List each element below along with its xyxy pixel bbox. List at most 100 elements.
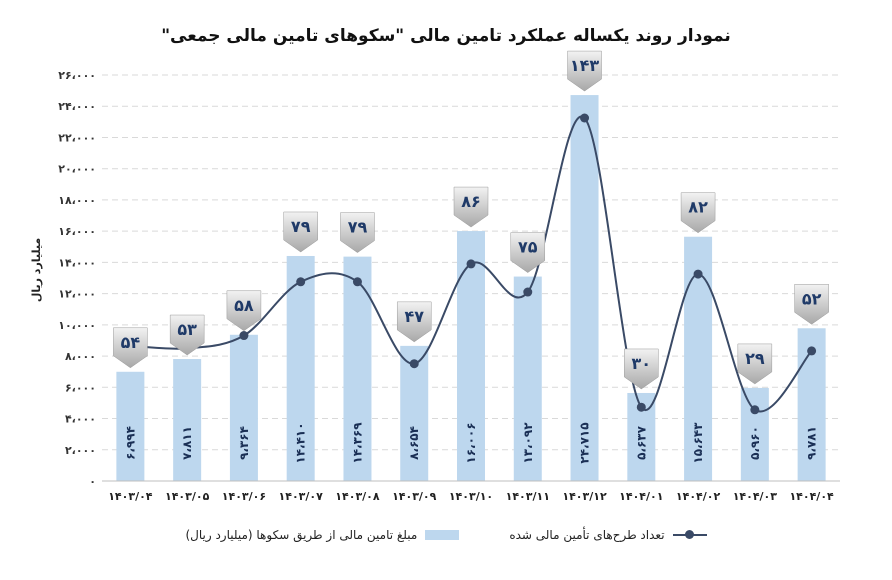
count-point [523, 287, 533, 297]
count-point [750, 405, 760, 415]
count-point [636, 402, 646, 412]
count-markers: ۵۴ ۵۳ ۵۸ ۷۹ ۷۹ ۴۷ ۸۶ ۷۵ ۱۴۳ ۳۰ ۸۲ ۲۹ ۵۲ [113, 50, 829, 390]
bar-value-label: ۹،۳۶۴ [237, 426, 251, 460]
x-tick-label: ۱۴۰۴/۰۲ [676, 490, 721, 503]
y-tick-label: ۲۶،۰۰۰ [58, 69, 96, 82]
x-tick-label: ۱۴۰۳/۰۸ [335, 490, 380, 503]
gridlines [102, 74, 840, 451]
x-tick-label: ۱۴۰۴/۰۱ [619, 490, 663, 503]
count-callout [283, 211, 318, 253]
legend-label-count: تعداد طرح‌های تأمین مالی شده [509, 528, 665, 542]
legend-line-swatch [672, 530, 707, 539]
count-point [296, 277, 306, 287]
y-tick-label: ۱۲،۰۰۰ [58, 288, 96, 301]
count-point [466, 259, 476, 269]
bar-value-label: ۱۳،۰۹۲ [521, 422, 535, 464]
count-callout [169, 314, 205, 356]
bar-value-label: ۶،۹۹۴ [123, 426, 137, 460]
count-point [352, 277, 362, 287]
y-tick-label: ۲۰،۰۰۰ [58, 163, 96, 176]
count-value-label: ۴۷ [404, 307, 424, 326]
count-value-label: ۱۴۳ [570, 56, 600, 75]
count-value-label: ۸۶ [461, 192, 481, 211]
count-callout [113, 327, 148, 369]
count-value-label: ۷۹ [291, 217, 311, 236]
bar-value-label: ۵،۹۶۰ [748, 426, 762, 460]
y-tick-label: ۸،۰۰۰ [65, 350, 96, 363]
x-tick-label: ۱۴۰۳/۱۱ [506, 490, 550, 503]
x-tick-label: ۱۴۰۳/۰۴ [108, 490, 153, 503]
count-value-label: ۷۵ [518, 238, 538, 257]
bar [116, 371, 145, 481]
count-value-label: ۵۲ [802, 289, 822, 308]
count-point [580, 113, 590, 123]
count-value-label: ۵۳ [177, 320, 197, 339]
y-tick-label: ۰ [89, 475, 96, 488]
bar-value-label: ۹،۷۸۱ [805, 426, 819, 460]
legend-item-count: تعداد طرح‌های تأمین مالی شده [509, 528, 707, 542]
bar-value-label: ۸،۶۵۴ [407, 426, 421, 460]
count-value-label: ۷۹ [348, 218, 368, 237]
x-tick-label: ۱۴۰۳/۰۹ [392, 490, 437, 503]
bar [173, 359, 202, 481]
x-tick-label: ۱۴۰۳/۰۷ [279, 490, 324, 503]
bar-value-label: ۷،۸۱۱ [180, 426, 194, 460]
count-callout [226, 290, 262, 332]
x-tick-label: ۱۴۰۴/۰۴ [789, 490, 834, 503]
bar-value-label: ۲۴،۷۱۵ [578, 422, 592, 463]
x-tick-label: ۱۴۰۴/۰۳ [733, 490, 778, 503]
y-tick-label: ۱۴،۰۰۰ [58, 256, 96, 269]
count-callout [567, 50, 602, 92]
bar-value-label: ۱۶،۰۰۶ [464, 422, 478, 463]
y-tick-label: ۱۸،۰۰۰ [58, 194, 96, 207]
legend: تعداد طرح‌های تأمین مالی شده مبلغ تامین … [0, 528, 892, 542]
count-callout [510, 232, 546, 273]
count-point [693, 269, 703, 279]
count-point [409, 359, 419, 369]
count-callout [340, 212, 375, 253]
legend-label-amount: مبلغ تامین مالی از طریق سکوها (میلیارد ر… [185, 528, 418, 542]
bar-series: ۶،۹۹۴ ۷،۸۱۱ ۹،۳۶۴ ۱۴،۴۱۰ ۱۴،۳۶۹ ۸،۶۵۴ ۱۶،۰۰۶ ۱۳… [116, 95, 826, 482]
count-callout [794, 284, 829, 325]
bar [457, 231, 485, 481]
bar-value-label: ۱۵،۶۴۳ [691, 422, 705, 464]
bar-value-label: ۱۴،۳۶۹ [350, 422, 364, 464]
y-tick-label: ۱۶،۰۰۰ [58, 225, 96, 238]
count-value-label: ۵۸ [234, 296, 254, 315]
bar-value-label: ۱۴،۴۱۰ [294, 422, 308, 463]
count-callout [453, 186, 489, 228]
x-tick-label: ۱۴۰۳/۰۶ [222, 490, 266, 503]
y-tick-label: ۴،۰۰۰ [65, 413, 96, 426]
count-callout [396, 301, 432, 343]
bar [570, 95, 599, 482]
bar [229, 334, 258, 481]
y-axis-label: میلیارد ریال [30, 238, 43, 302]
y-tick-label: ۲۴،۰۰۰ [58, 100, 96, 113]
chart-title: نمودار روند یکساله عملکرد تامین مالی "سک… [161, 26, 731, 46]
x-tick-label: ۱۴۰۳/۱۰ [449, 490, 493, 503]
y-tick-label: ۶،۰۰۰ [65, 381, 96, 394]
y-tick-label: ۲۲،۰۰۰ [58, 131, 96, 144]
count-callout [680, 192, 716, 234]
y-tick-label: ۱۰،۰۰۰ [58, 319, 96, 332]
count-value-label: ۳۰ [632, 354, 652, 373]
y-tick-label: ۲،۰۰۰ [65, 444, 96, 457]
bar [740, 387, 769, 481]
count-value-label: ۵۴ [121, 333, 141, 352]
bar [286, 255, 315, 481]
x-tick-label: ۱۴۰۳/۱۲ [562, 490, 607, 503]
x-tick-label: ۱۴۰۳/۰۵ [165, 490, 210, 503]
legend-item-amount: مبلغ تامین مالی از طریق سکوها (میلیارد ر… [185, 528, 460, 542]
count-callout [624, 348, 659, 390]
count-value-label: ۸۲ [688, 198, 708, 217]
count-point [807, 346, 817, 356]
axes: ۰ ۲،۰۰۰ ۴،۰۰۰ ۶،۰۰۰ ۸،۰۰۰ ۱۰،۰۰۰ ۱۲،۰۰۰ ۱۴،۰۰۰ ۱… [30, 69, 840, 503]
bar [513, 276, 542, 481]
bar [400, 345, 429, 481]
count-point [239, 331, 249, 341]
count-callout [737, 343, 773, 385]
legend-bar-swatch [425, 530, 460, 540]
count-value-label: ۲۹ [745, 349, 765, 368]
bar-value-label: ۵،۶۳۷ [634, 425, 648, 460]
